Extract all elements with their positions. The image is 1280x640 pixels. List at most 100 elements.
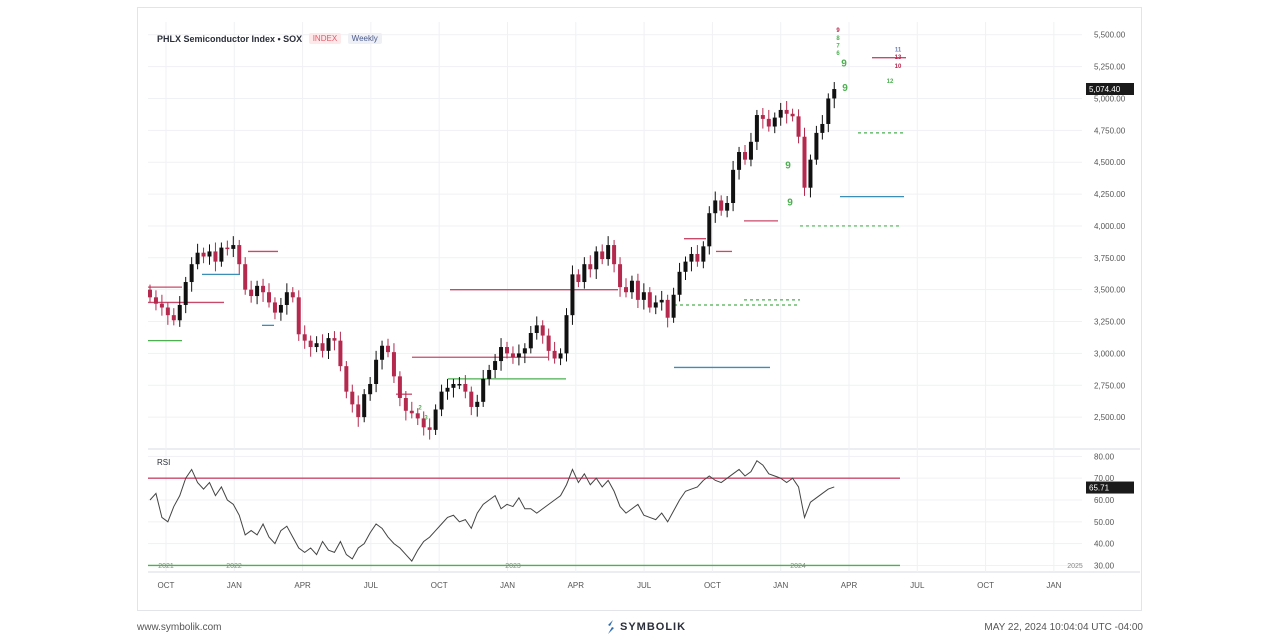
y-tick-label: 3,000.00 [1094, 349, 1126, 358]
candle-body [522, 348, 527, 354]
y-tick-label: 4,000.00 [1094, 222, 1126, 231]
candle-body [695, 253, 700, 262]
candle-body [207, 251, 212, 257]
candle-body [213, 251, 218, 262]
candle-body [790, 113, 795, 117]
candle-body [386, 345, 390, 353]
candle-body [641, 292, 646, 300]
sequential-count-label: 2 [418, 405, 422, 411]
candle-body [344, 366, 349, 392]
candle-body [219, 247, 224, 262]
candle-body [153, 297, 158, 304]
sequential-count-label: 9 [836, 28, 840, 34]
candle-body [314, 343, 319, 348]
candle-body [659, 299, 664, 303]
year-label: 2025 [1067, 563, 1083, 570]
candle-body [493, 361, 498, 370]
candle-body [171, 315, 176, 321]
candle-body [671, 294, 676, 318]
chart-frame [137, 7, 1142, 611]
candle-body [439, 391, 444, 410]
candle-body [362, 394, 367, 418]
interval-badge[interactable]: Weekly [347, 33, 382, 44]
x-tick-label: OCT [977, 581, 994, 590]
candle-body [445, 387, 450, 392]
candle-body [820, 123, 825, 133]
candle-body [558, 353, 563, 359]
sequential-count-label: 10 [895, 64, 902, 70]
candle-body [784, 109, 789, 114]
rsi-y-tick-label: 70.00 [1094, 474, 1115, 483]
candle-body [647, 292, 652, 308]
candle-body [237, 245, 242, 265]
sequential-count-label: 9 [785, 161, 791, 172]
sequential-count-label: 7 [836, 43, 840, 49]
candle-body [778, 109, 783, 118]
candle-body [255, 285, 260, 297]
candle-body [546, 335, 551, 351]
candle-body [570, 274, 575, 316]
symbolik-logo-icon [608, 620, 614, 634]
candle-body [552, 350, 557, 359]
y-tick-label: 4,750.00 [1094, 126, 1126, 135]
candle-body [433, 409, 438, 430]
candle-body [612, 245, 617, 265]
candle-body [272, 302, 277, 313]
sequential-count-label: 8 [836, 36, 840, 42]
candle-body [826, 98, 831, 124]
year-label: 2022 [226, 563, 242, 570]
candle-body [421, 418, 426, 428]
candle-body [427, 427, 432, 430]
year-label: 2024 [790, 563, 806, 570]
rsi-last-value-marker [1086, 481, 1134, 494]
x-tick-label: JAN [773, 581, 788, 590]
rsi-line [149, 459, 835, 562]
candle-body [457, 383, 462, 386]
candle-body [487, 369, 492, 379]
candle-body [195, 252, 200, 265]
candle-body [469, 391, 474, 407]
candle-body [409, 410, 414, 414]
candle-body [475, 401, 480, 407]
last-price-label: 5,074.40 [1089, 85, 1121, 94]
candle-body [528, 333, 533, 349]
x-tick-label: JUL [637, 581, 652, 590]
candle-body [683, 261, 688, 272]
candle-body [629, 280, 634, 293]
candle-body [415, 413, 420, 419]
footer-brand: SYMBOLIK [606, 619, 686, 635]
candle-body [701, 246, 706, 262]
candle-body [540, 325, 545, 336]
candle-body [653, 302, 658, 308]
year-label: 2021 [158, 563, 174, 570]
sequential-count-label: 6 [836, 51, 840, 57]
candle-body [719, 200, 724, 211]
candle-body [606, 245, 611, 260]
candle-body [754, 115, 759, 142]
candle-body [713, 200, 718, 214]
rsi-y-tick-label: 30.00 [1094, 561, 1115, 570]
chart-header: PHLX Semiconductor Index • SOX INDEX Wee… [157, 33, 382, 44]
sequential-count-label: 3 [424, 416, 428, 422]
candle-body [350, 391, 355, 405]
rsi-y-tick-label: 60.00 [1094, 496, 1115, 505]
rsi-y-tick-label: 80.00 [1094, 452, 1115, 461]
candle-body [618, 264, 623, 288]
y-tick-label: 4,250.00 [1094, 190, 1126, 199]
candle-body [249, 289, 254, 297]
sequential-count-label: 12 [887, 79, 894, 85]
index-badge: INDEX [308, 33, 342, 44]
candle-body [296, 297, 301, 335]
footer-timestamp: MAY 22, 2024 10:04:04 UTC -04:00 [984, 622, 1143, 633]
y-tick-label: 3,500.00 [1094, 286, 1126, 295]
year-label: 2023 [505, 563, 521, 570]
candle-body [225, 247, 230, 250]
candle-body [510, 353, 515, 358]
footer-website[interactable]: www.symbolik.com [137, 622, 222, 633]
candle-body [624, 287, 628, 293]
y-tick-label: 3,250.00 [1094, 318, 1126, 327]
candle-body [148, 289, 152, 298]
candle-body [564, 315, 569, 354]
candle-body [808, 159, 813, 188]
